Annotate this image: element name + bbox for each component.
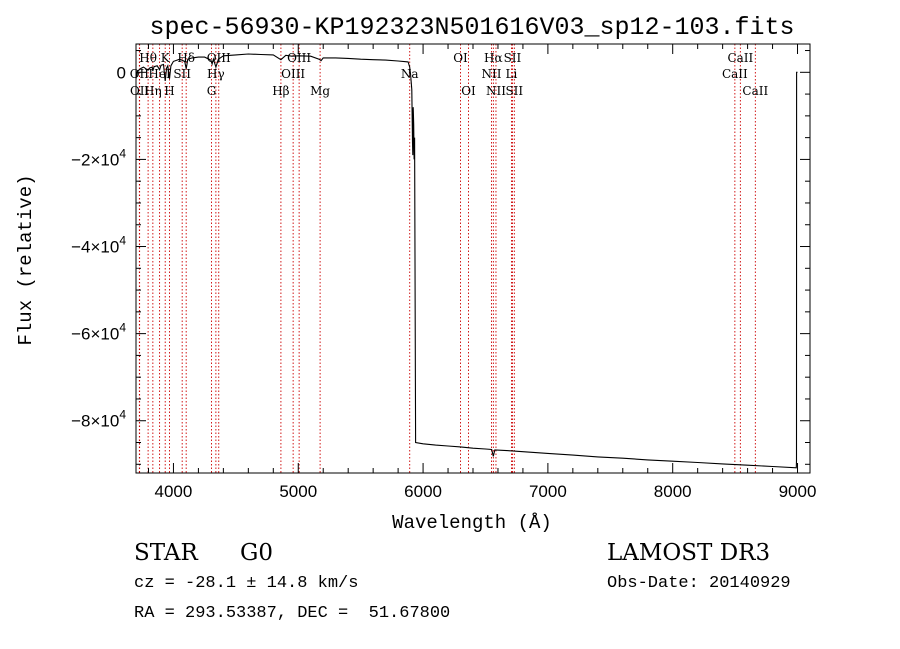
line-marker-label: G [207, 84, 217, 98]
object-type: STAR [134, 540, 198, 566]
line-marker-label: K [161, 51, 171, 65]
line-marker-label: Mg [310, 84, 330, 98]
y-tick-exponent: 4 [119, 234, 126, 248]
line-marker-label: Hδ [177, 51, 195, 65]
y-tick-mantissa: −4×10 [71, 238, 119, 257]
x-tick-label: 5000 [279, 482, 317, 501]
line-marker-label: OIII [281, 67, 305, 81]
line-marker-label: SII [173, 67, 191, 81]
chart-title: spec-56930-KP192323N501616V03_sp12-103.f… [149, 13, 794, 42]
y-axis-label: Flux (relative) [15, 174, 37, 345]
line-marker-label: Na [401, 67, 419, 81]
line-marker-label: NII [481, 67, 501, 81]
line-marker-label: H [164, 84, 174, 98]
x-tick-label: 8000 [654, 482, 692, 501]
line-marker-label: SII [504, 51, 522, 65]
line-marker-label: Hγ [207, 67, 225, 81]
y-tick-label: −6×104 [71, 321, 126, 344]
line-marker-label: Li [506, 67, 518, 81]
line-marker-label: Hβ [272, 84, 289, 98]
y-tick-mantissa: 0 [117, 63, 126, 82]
y-tick-label: 0 [117, 63, 126, 82]
line-marker-label: CaII [722, 67, 748, 81]
line-marker-label: SII [505, 84, 523, 98]
line-marker-label: Hα [484, 51, 503, 65]
coordinates-readout: RA = 293.53387, DEC = 51.67800 [134, 604, 451, 623]
y-tick-mantissa: −6×10 [71, 325, 119, 344]
line-marker-label: Hθ [139, 51, 157, 65]
x-tick-label: 6000 [404, 482, 442, 501]
x-axis-ticks: 4000 5000 6000 7000 8000 9000 [147, 44, 817, 501]
line-marker-label: OIII [287, 51, 311, 65]
line-markers [138, 44, 756, 473]
y-tick-label: −2×104 [71, 146, 126, 169]
y-tick-exponent: 4 [119, 321, 126, 335]
y-tick-label: −4×104 [71, 234, 126, 257]
x-tick-label: 9000 [779, 482, 817, 501]
line-marker-label: CaII [742, 84, 768, 98]
line-marker-label: OI [461, 84, 476, 98]
y-tick-mantissa: −2×10 [71, 150, 119, 169]
plot-frame [135, 43, 811, 474]
line-marker-label: OIII [207, 51, 231, 65]
y-tick-exponent: 4 [119, 408, 126, 422]
line-marker-label: OII [130, 67, 150, 81]
y-tick-label: −8×104 [71, 408, 126, 431]
x-axis-label: Wavelength (Å) [392, 512, 552, 534]
line-marker-label: OI [453, 51, 468, 65]
spectral-class: G0 [240, 540, 274, 566]
survey-name: LAMOST DR3 [607, 540, 771, 566]
redshift-readout: cz = -28.1 ± 14.8 km/s [134, 574, 359, 593]
line-marker-label: Hη [144, 84, 162, 98]
x-tick-label: 7000 [529, 482, 567, 501]
observation-date: Obs-Date: 20140929 [607, 574, 791, 593]
y-axis-ticks: 0−2×104−4×104−6×104−8×104 [71, 50, 810, 465]
y-tick-exponent: 4 [119, 146, 126, 160]
spectrum-line [135, 53, 798, 469]
line-marker-label: CaII [727, 51, 753, 65]
line-marker-label: NII [486, 84, 506, 98]
line-marker-label: OII [130, 84, 150, 98]
y-tick-mantissa: −8×10 [71, 412, 119, 431]
x-tick-label: 4000 [155, 482, 193, 501]
